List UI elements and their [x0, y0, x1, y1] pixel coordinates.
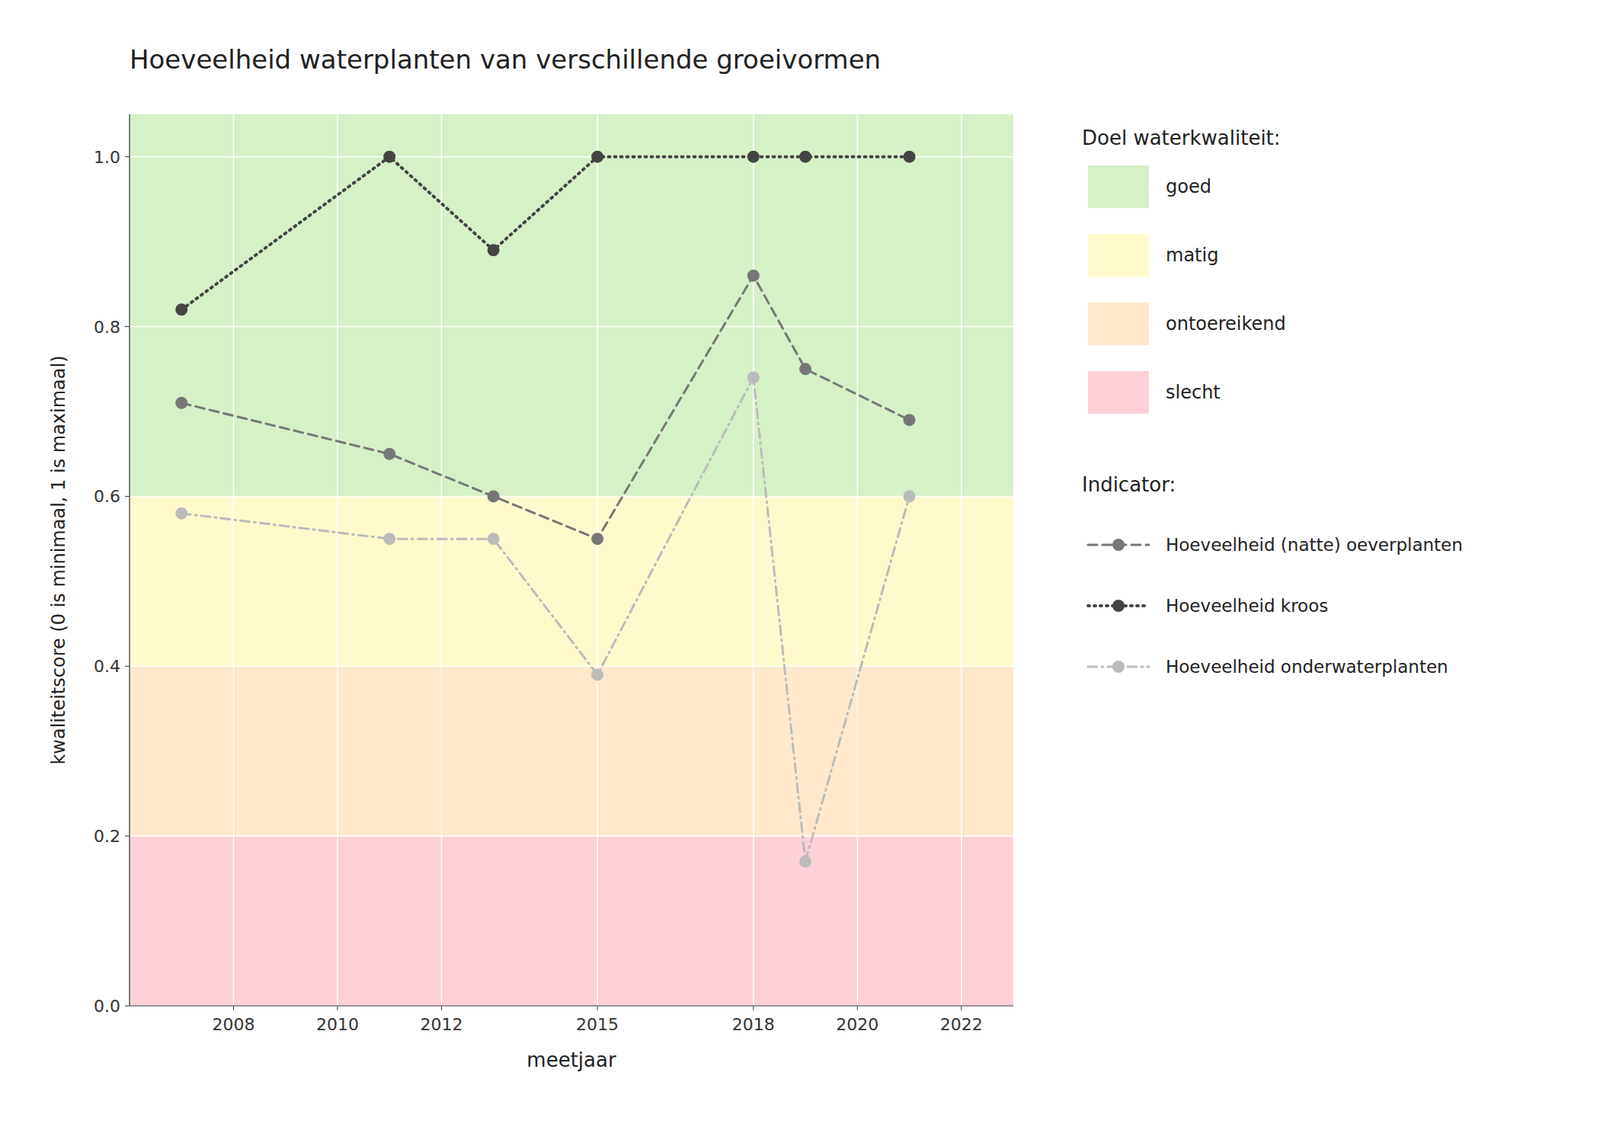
legend-swatch [1088, 302, 1149, 346]
legend-label: Hoeveelheid (natte) oeverplanten [1165, 534, 1463, 555]
x-tick [960, 1005, 962, 1011]
series [175, 150, 916, 317]
series-marker [175, 303, 188, 316]
grid-line [129, 835, 1014, 837]
grid-line [129, 1004, 1014, 1006]
legend-swatch [1088, 165, 1149, 208]
legend-title: Indicator: [1081, 473, 1176, 496]
y-tick-label: 0.4 [93, 656, 121, 676]
series-line [181, 156, 909, 311]
series-marker [799, 362, 812, 375]
series [175, 371, 916, 868]
quality-band [129, 114, 1014, 496]
x-tick [336, 1005, 338, 1011]
y-tick [124, 835, 130, 837]
grid-line [857, 114, 859, 1006]
legend-label: Hoeveelheid kroos [1165, 595, 1328, 616]
bands [129, 114, 1014, 1006]
series-marker [903, 150, 916, 164]
grid-line [129, 496, 1014, 498]
series-marker [487, 489, 500, 503]
legend-label: ontoereikend [1165, 313, 1287, 335]
legend-swatch [1088, 233, 1149, 277]
series-line [181, 377, 909, 861]
series-marker [383, 448, 396, 461]
series [175, 269, 916, 545]
series-marker [591, 532, 604, 545]
y-tick [124, 156, 130, 157]
series-group [175, 150, 916, 868]
y-tick-label: 0.6 [93, 486, 121, 506]
grid-line [233, 114, 235, 1006]
y-tick [124, 1005, 130, 1007]
series-marker [487, 532, 500, 545]
grid-line [129, 326, 1014, 328]
y-tick [124, 326, 130, 327]
legend-marker [1112, 538, 1125, 551]
legend-label: Hoeveelheid onderwaterplanten [1165, 656, 1449, 677]
x-tick-label: 2022 [940, 1014, 983, 1034]
grid-line [752, 114, 755, 1006]
series-marker [383, 532, 396, 545]
x-tick [441, 1005, 442, 1011]
legend: Doel waterkwaliteit: goed matig ontoereiken… [1081, 126, 1463, 677]
series-marker [747, 150, 760, 164]
x-axis-line [129, 1004, 1014, 1006]
series-marker [487, 243, 500, 256]
x-tick [857, 1005, 858, 1011]
y-tick [124, 496, 130, 497]
legend-marker [1112, 599, 1125, 612]
y-axis-line [128, 114, 130, 1006]
y-tick-label: 1.0 [93, 147, 121, 167]
legend-swatch [1088, 371, 1149, 414]
grid-line [336, 114, 339, 1006]
quality-band [129, 835, 1014, 1006]
series-marker [591, 668, 604, 681]
y-tick-label: 0.8 [93, 317, 121, 337]
x-tick-label: 2018 [732, 1014, 775, 1034]
x-tick [752, 1005, 754, 1011]
legend-marker [1112, 660, 1125, 673]
series-marker [383, 150, 396, 164]
x-tick-label: 2012 [419, 1014, 463, 1034]
series-marker [747, 371, 760, 384]
legend-title: Doel waterkwaliteit: [1081, 126, 1281, 150]
grid-line [129, 665, 1014, 668]
grid-line [441, 114, 443, 1006]
x-tick [597, 1005, 599, 1011]
series-marker [591, 150, 604, 164]
chart: Hoeveelheid waterplanten van verschillen… [0, 0, 1600, 1143]
y-tick-label: 0.0 [93, 996, 121, 1016]
series-marker [799, 150, 812, 164]
y-tick-label: 0.2 [93, 826, 121, 846]
series-line [181, 275, 909, 539]
y-tick [124, 665, 130, 667]
grid-line [596, 114, 599, 1006]
x-tick-label: 2015 [576, 1014, 619, 1034]
series-marker [175, 507, 188, 520]
x-tick-label: 2008 [211, 1014, 255, 1034]
grid [129, 114, 1014, 1006]
x-tick-label: 2020 [835, 1014, 879, 1034]
legend-label: slecht [1165, 381, 1221, 404]
legend-label: matig [1165, 244, 1219, 266]
series-marker [799, 855, 812, 868]
series-marker [903, 413, 916, 426]
x-tick [233, 1005, 234, 1011]
grid-line [960, 114, 963, 1006]
legend-label: goed [1165, 176, 1212, 198]
series-marker [747, 269, 760, 282]
series-marker [175, 396, 188, 410]
x-axis-label: meetjaar [526, 1048, 617, 1072]
grid-line [129, 156, 1014, 158]
y-axis-label: kwaliteitscore (0 is minimaal, 1 is maxi… [48, 355, 70, 765]
title: Hoeveelheid waterplanten van verschillen… [129, 44, 881, 75]
quality-band [129, 665, 1014, 836]
series-marker [903, 489, 916, 503]
x-tick-label: 2010 [316, 1014, 359, 1034]
